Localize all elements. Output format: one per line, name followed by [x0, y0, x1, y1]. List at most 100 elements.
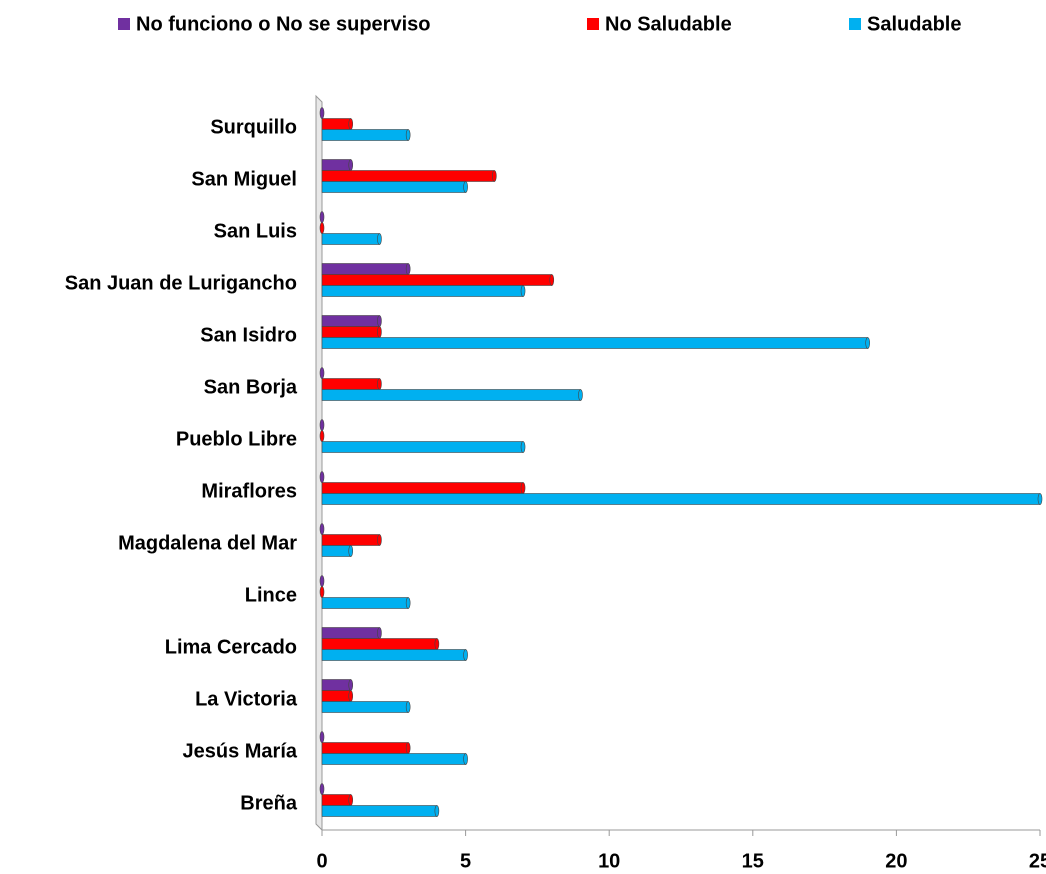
x-tick-label: 25: [1029, 850, 1046, 872]
y-tick-label: Jesús María: [182, 740, 297, 762]
bar: [321, 274, 553, 286]
bar-cap: [319, 731, 325, 743]
bar-cap: [520, 441, 526, 453]
bar: [321, 794, 352, 806]
y-tick-label: San Isidro: [200, 324, 297, 346]
bar: [321, 690, 352, 702]
bar: [321, 389, 581, 401]
bar-cap: [377, 534, 382, 546]
bar-cap: [319, 783, 325, 795]
bar: [321, 753, 466, 765]
bar-cap: [434, 805, 440, 817]
y-tick-label: San Luis: [214, 220, 297, 242]
bar: [321, 118, 352, 130]
y-tick-label: Magdalena del Mar: [118, 532, 297, 554]
bar-cap: [319, 586, 325, 598]
bar-cap: [319, 523, 325, 535]
bar: [321, 482, 524, 494]
legend-label: No funciono o No se superviso: [136, 13, 430, 35]
legend-swatch: [849, 18, 861, 30]
bar-cap: [377, 315, 382, 327]
bar-cap: [405, 701, 411, 713]
bar-cap: [492, 170, 497, 182]
bar: [321, 534, 380, 546]
y-tick-label: Surquillo: [210, 116, 297, 138]
bar: [321, 378, 380, 390]
bar-cap: [348, 159, 354, 171]
bar-cap: [865, 337, 870, 349]
bar-cap: [348, 690, 354, 702]
axis-wall: [315, 94, 323, 832]
legend-swatch: [118, 18, 130, 30]
bar: [321, 233, 380, 245]
bar: [321, 337, 868, 349]
bar: [321, 129, 409, 141]
bar-cap: [348, 679, 354, 691]
x-tick-label: 5: [460, 850, 471, 872]
bar: [321, 159, 352, 171]
bar-cap: [319, 575, 325, 587]
y-tick-label: Miraflores: [201, 480, 297, 502]
bar-cap: [319, 471, 325, 483]
legend-label: Saludable: [867, 13, 961, 35]
bar-cap: [319, 222, 325, 234]
y-tick-label: San Juan de Lurigancho: [65, 272, 297, 294]
y-tick-label: Pueblo Libre: [176, 428, 297, 450]
bar-cap: [463, 181, 468, 193]
bar: [321, 545, 352, 557]
x-tick-label: 10: [598, 850, 620, 872]
bar-cap: [405, 263, 411, 275]
bar-cap: [319, 419, 325, 431]
x-tick-label: 20: [885, 850, 907, 872]
y-tick-label: La Victoria: [195, 688, 298, 710]
bar: [321, 181, 466, 193]
x-tick-label: 15: [742, 850, 764, 872]
bar-cap: [319, 367, 325, 379]
bar: [321, 649, 466, 661]
bar-cap: [520, 482, 526, 494]
bar: [321, 805, 438, 817]
bar-cap: [1037, 493, 1043, 505]
bar: [321, 170, 495, 182]
bar: [321, 597, 409, 609]
y-tick-label: Lima Cercado: [165, 636, 297, 658]
bar-cap: [578, 389, 583, 401]
bar-cap: [405, 129, 411, 141]
bar: [321, 701, 409, 713]
bar-cap: [463, 753, 468, 765]
bar-cap: [377, 233, 382, 245]
y-tick-label: Lince: [245, 584, 297, 606]
bar-cap: [319, 107, 325, 119]
bar: [321, 285, 524, 297]
legend-swatch: [587, 18, 599, 30]
bar-cap: [377, 378, 382, 390]
bar: [321, 441, 524, 453]
x-tick-label: 0: [316, 850, 327, 872]
bar-cap: [319, 430, 325, 442]
bar: [321, 679, 352, 691]
bar-cap: [463, 649, 468, 661]
y-tick-label: San Borja: [204, 376, 298, 398]
bar-cap: [405, 742, 411, 754]
bar-cap: [319, 211, 325, 223]
bar: [321, 263, 409, 275]
legend-label: No Saludable: [605, 13, 732, 35]
bar-cap: [348, 545, 354, 557]
bar: [321, 742, 409, 754]
y-tick-label: Breña: [240, 792, 298, 814]
bar: [321, 627, 380, 639]
y-tick-label: San Miguel: [191, 168, 297, 190]
bar-cap: [520, 285, 526, 297]
bar-cap: [549, 274, 555, 286]
bar-cap: [377, 326, 382, 338]
bar-cap: [348, 794, 354, 806]
bar-cap: [434, 638, 440, 650]
bar: [321, 638, 438, 650]
bar-cap: [405, 597, 411, 609]
bar-cap: [377, 627, 382, 639]
bar: [321, 326, 380, 338]
bar: [321, 315, 380, 327]
bar-cap: [348, 118, 354, 130]
bar: [321, 493, 1041, 505]
